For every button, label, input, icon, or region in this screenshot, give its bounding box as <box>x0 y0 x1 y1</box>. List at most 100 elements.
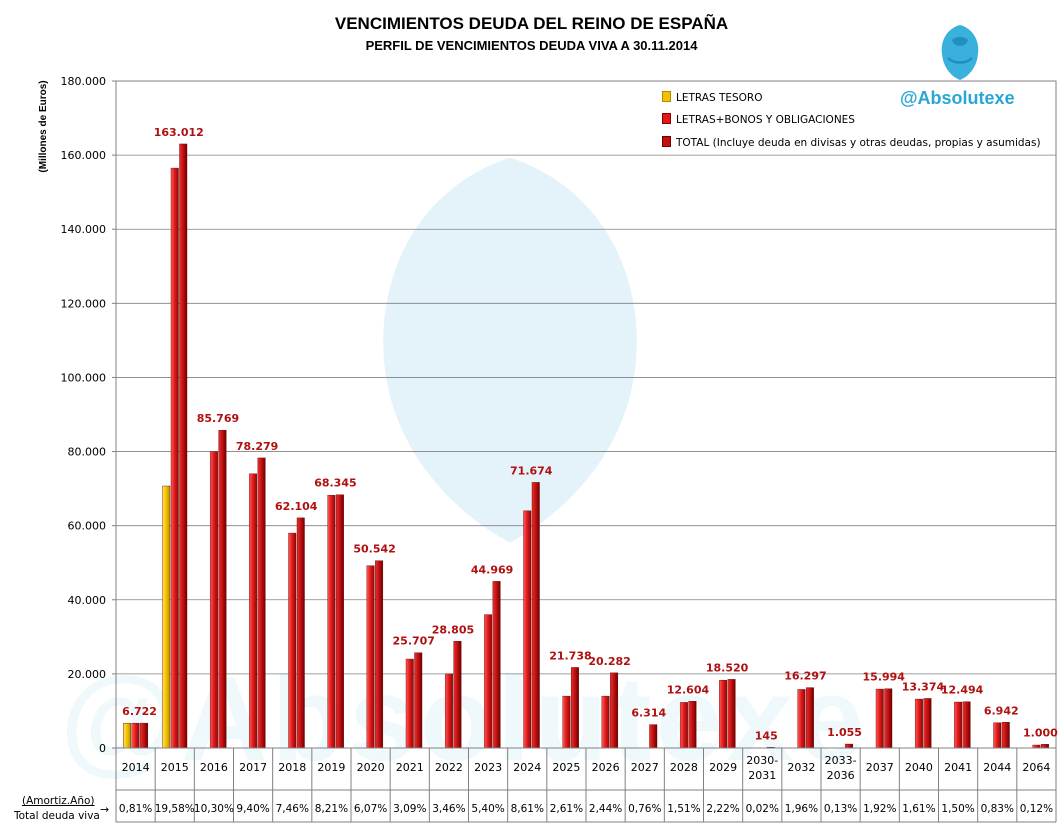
bar-total <box>414 652 423 749</box>
x-tick-label: 2032 <box>787 761 815 774</box>
data-label: 85.769 <box>197 412 239 425</box>
bar-letras <box>123 722 132 749</box>
bar-total <box>335 494 344 749</box>
data-label: 21.738 <box>549 649 591 662</box>
bar-bonos <box>249 473 258 749</box>
y-tick-label: 160.000 <box>61 149 107 162</box>
bar-bonos <box>170 167 179 749</box>
y-tick-label: 0 <box>99 742 106 755</box>
percent-label: 19,58% <box>155 803 195 815</box>
x-tick-label: 2041 <box>944 761 972 774</box>
legend-label-letras: LETRAS TESORO <box>676 92 763 104</box>
percent-label: 3,46% <box>432 803 465 815</box>
data-label: 12.494 <box>941 684 984 697</box>
data-label: 68.345 <box>314 477 356 490</box>
legend-label-total: TOTAL (Incluye deuda en divisas y otras … <box>676 137 1041 149</box>
data-label: 50.542 <box>353 543 395 556</box>
bar-total <box>257 457 266 749</box>
arrow-icon: → <box>100 803 110 816</box>
data-label: 6.314 <box>631 707 666 720</box>
x-tick-label: 2014 <box>122 761 150 774</box>
x-tick-label: 2026 <box>592 761 620 774</box>
data-label: 16.297 <box>784 670 826 683</box>
bar-total <box>727 679 736 749</box>
legend-swatch-bonos <box>662 113 671 124</box>
x-tick-label: 2022 <box>435 761 463 774</box>
y-tick-label: 180.000 <box>61 75 107 88</box>
percent-label: 0,02% <box>746 803 779 815</box>
x-tick-label: 2029 <box>709 761 737 774</box>
y-tick-label: 60.000 <box>68 520 107 533</box>
percent-label: 2,61% <box>550 803 583 815</box>
y-tick-label: 120.000 <box>61 297 107 310</box>
x-tick-label: 2036 <box>827 769 855 782</box>
percent-label: 1,92% <box>863 803 896 815</box>
bar-bonos <box>797 689 806 749</box>
y-tick-label: 80.000 <box>68 446 107 459</box>
y-tick-label: 40.000 <box>68 594 107 607</box>
bar-total <box>453 641 462 749</box>
bar-total <box>688 701 697 749</box>
data-label: 6.722 <box>122 705 157 718</box>
data-label: 12.604 <box>667 683 710 696</box>
bar-bonos <box>719 679 728 749</box>
percent-label: 0,83% <box>981 803 1014 815</box>
bar-total <box>962 701 971 749</box>
bar-total <box>570 667 579 749</box>
percent-label: 0,12% <box>1020 803 1053 815</box>
data-label: 78.279 <box>236 440 278 453</box>
bar-bonos <box>954 701 963 749</box>
bar-total <box>884 688 893 749</box>
percent-label: 1,96% <box>785 803 818 815</box>
data-label: 25.707 <box>393 635 435 648</box>
x-tick-label: 2064 <box>1022 761 1050 774</box>
percent-label: 7,46% <box>276 803 309 815</box>
percent-label: 8,61% <box>511 803 544 815</box>
bar-total <box>531 482 540 749</box>
legend-item-letras: LETRAS TESORO <box>662 91 763 104</box>
bar-bonos <box>405 658 414 749</box>
x-tick-label: 2019 <box>317 761 345 774</box>
data-label: 20.282 <box>588 655 630 668</box>
bar-bonos <box>327 495 336 749</box>
bar-bonos <box>131 722 140 749</box>
x-tick-label: 2025 <box>552 761 580 774</box>
x-tick-label: 2037 <box>866 761 894 774</box>
percent-label: 3,09% <box>393 803 426 815</box>
bar-bonos <box>679 702 688 749</box>
y-tick-label: 100.000 <box>61 371 107 384</box>
percent-label: 1,50% <box>941 803 974 815</box>
x-tick-label: 2030- <box>746 754 778 767</box>
x-tick-label: 2024 <box>513 761 541 774</box>
data-label: 18.520 <box>706 661 749 674</box>
legend-swatch-letras <box>662 91 671 102</box>
data-label: 28.805 <box>432 623 474 636</box>
percent-label: 10,30% <box>194 803 234 815</box>
percent-label: 8,21% <box>315 803 348 815</box>
bar-total <box>805 687 814 749</box>
x-tick-label: 2033- <box>825 754 857 767</box>
x-tick-label: 2020 <box>357 761 385 774</box>
bar-total <box>923 698 932 749</box>
percent-label: 5,40% <box>471 803 504 815</box>
x-tick-label: 2028 <box>670 761 698 774</box>
bar-bonos <box>288 532 297 749</box>
bar-total <box>492 581 501 749</box>
bar-bonos <box>914 698 923 749</box>
bar-total <box>179 143 188 749</box>
x-tick-label: 2040 <box>905 761 933 774</box>
bar-bonos <box>366 565 375 749</box>
x-tick-label: 2044 <box>983 761 1011 774</box>
chart-subtitle: PERFIL DE VENCIMIENTOS DEUDA VIVA A 30.1… <box>365 38 698 53</box>
x-tick-label: 2023 <box>474 761 502 774</box>
y-tick-label: 20.000 <box>68 668 107 681</box>
y-axis-label: (Millones de Euros) <box>38 80 49 172</box>
table-row-label-total: Total deuda viva <box>14 810 100 822</box>
percent-label: 2,44% <box>589 803 622 815</box>
percent-label: 0,81% <box>119 803 152 815</box>
bar-bonos <box>484 614 493 749</box>
legend-swatch-total <box>662 136 671 147</box>
x-tick-label: 2021 <box>396 761 424 774</box>
percent-label: 6,07% <box>354 803 387 815</box>
data-label: 62.104 <box>275 500 318 513</box>
